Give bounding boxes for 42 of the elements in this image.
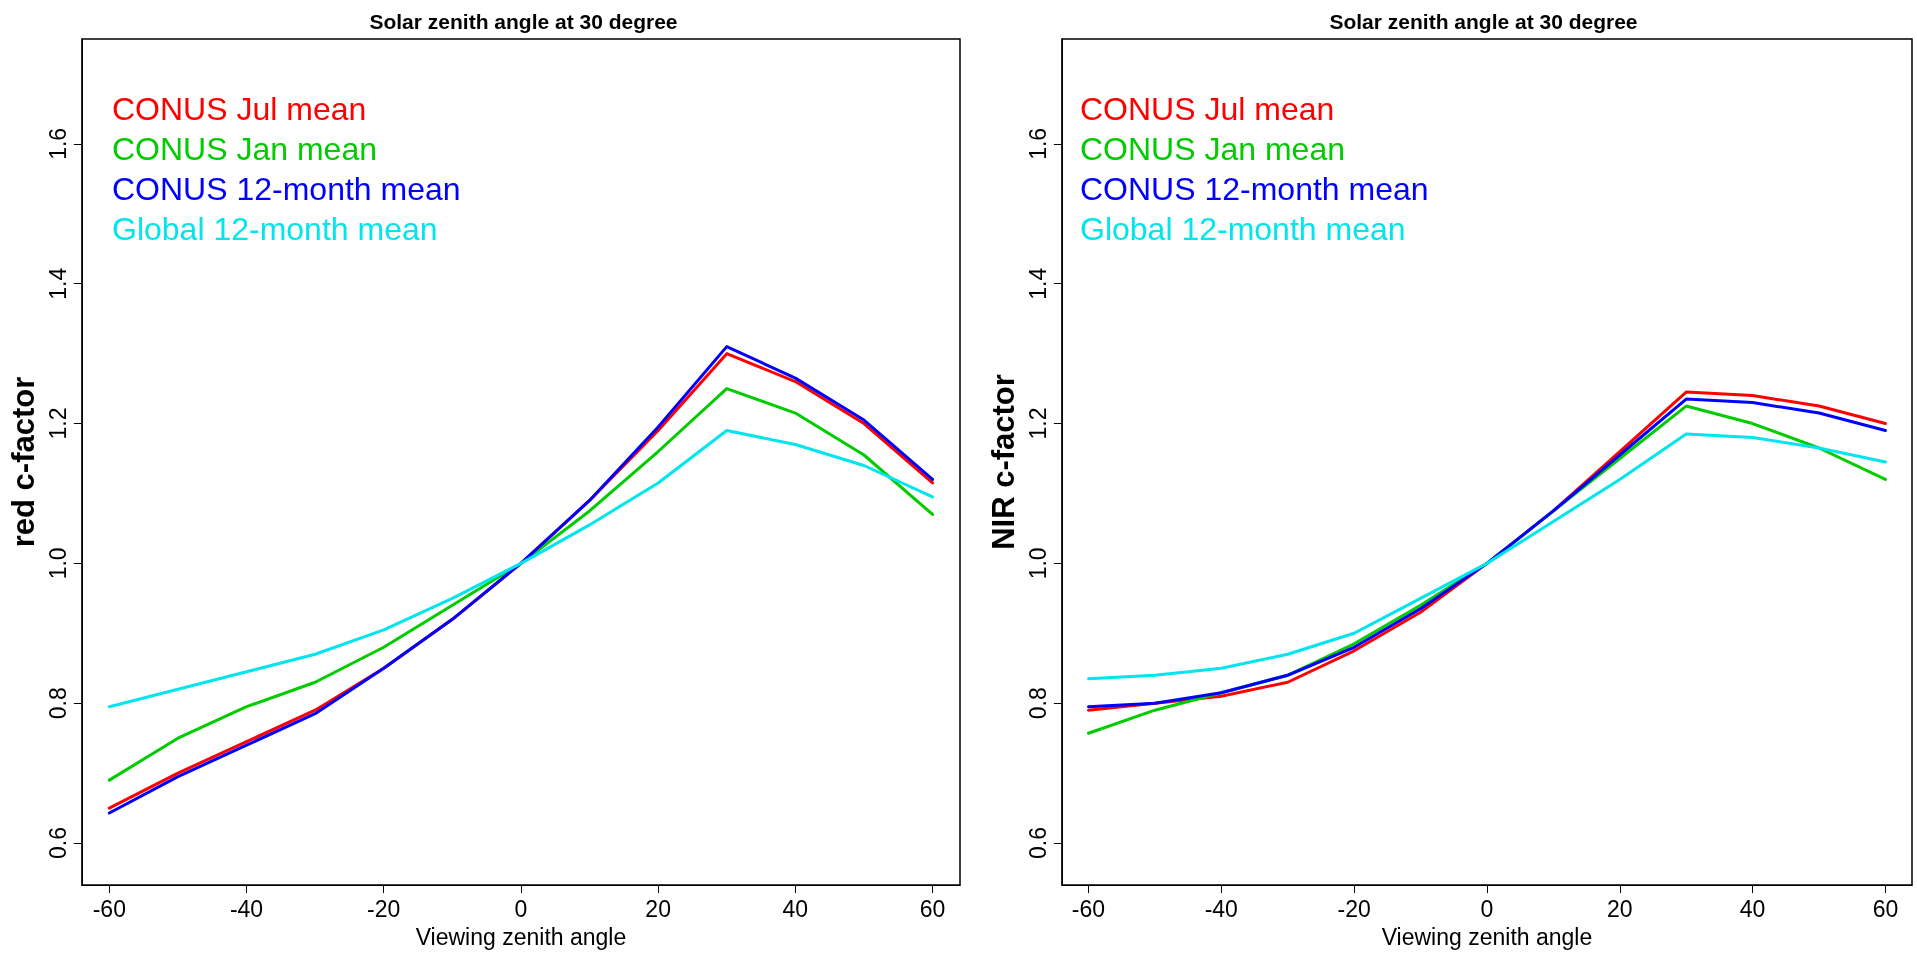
y-tick-label: 1.4 [1025, 267, 1052, 300]
x-tick-label: 20 [645, 895, 671, 922]
x-axis-title: Viewing zenith angle [1381, 923, 1593, 950]
text: CONUS Jul mean [1080, 91, 1335, 127]
chart-title: Solar zenith angle at 30 degree [1329, 10, 1638, 33]
y-axis-title: red c-factor [6, 376, 41, 548]
x-tick-label: 60 [1872, 895, 1899, 922]
text: CONUS 12-month mean [112, 171, 461, 207]
y-tick-label: 0.6 [45, 827, 72, 860]
x-tick-label: 40 [1739, 895, 1766, 922]
x-tick-label: 0 [1480, 895, 1494, 922]
y-tick-label: 0.8 [1025, 687, 1052, 720]
x-tick-label: 20 [1606, 895, 1633, 922]
text: CONUS Jan mean [1080, 131, 1345, 167]
x-axis-title: Viewing zenith angle [415, 923, 627, 950]
text: CONUS 12-month mean [1080, 171, 1429, 207]
x-tick-label: 40 [782, 895, 809, 922]
x-tick-label: 0 [514, 895, 528, 922]
y-tick-label: 1.2 [1025, 407, 1052, 440]
chart-title: Solar zenith angle at 30 degree [369, 10, 678, 33]
y-tick-label: 1.6 [45, 127, 72, 160]
line-series [107, 429, 935, 709]
y-tick-label: 0.6 [1025, 827, 1052, 860]
text: Global 12-month mean [112, 211, 438, 247]
x-tick-label: 60 [919, 895, 946, 922]
line-series [1086, 432, 1887, 681]
x-tick-label: -60 [1071, 895, 1106, 922]
x-tick-label: -60 [92, 895, 126, 922]
y-tick-label: 1.6 [1025, 127, 1052, 160]
text: CONUS Jul mean [112, 91, 367, 127]
y-tick-label: 0.8 [45, 687, 72, 720]
x-tick-label: -40 [1204, 895, 1238, 922]
y-tick-label: 1.0 [45, 547, 72, 580]
y-tick-label: 1.2 [45, 407, 72, 440]
text: CONUS Jan mean [112, 131, 377, 167]
x-tick-label: -20 [1337, 895, 1371, 922]
y-tick-label: 1.4 [45, 267, 72, 300]
x-tick-label: -20 [367, 895, 401, 922]
y-axis-title: NIR c-factor [986, 374, 1021, 550]
text: Global 12-month mean [1080, 211, 1406, 247]
x-tick-label: -40 [229, 895, 264, 922]
y-tick-label: 1.0 [1025, 547, 1052, 580]
